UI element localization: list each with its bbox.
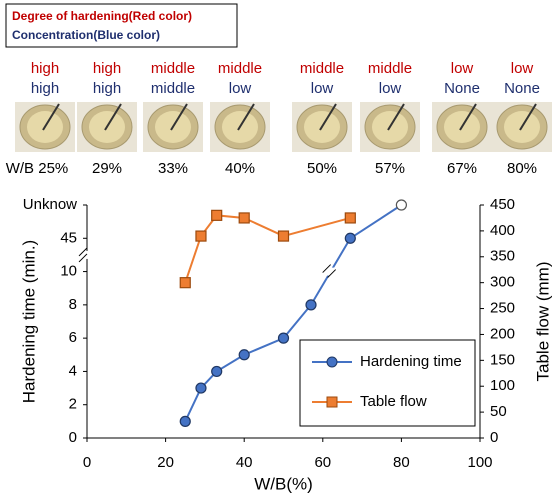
y2-tick-label: 250 bbox=[490, 300, 515, 317]
hardening-label: middle bbox=[151, 60, 195, 77]
concentration-label: None bbox=[504, 80, 540, 97]
y2-tick-label: 50 bbox=[490, 403, 507, 420]
point bbox=[239, 350, 249, 360]
point bbox=[212, 366, 222, 376]
concentration-label: low bbox=[229, 80, 252, 97]
point bbox=[345, 233, 355, 243]
concentration-label: None bbox=[444, 80, 480, 97]
hardening-label: middle bbox=[368, 60, 412, 77]
y-tick-label: 2 bbox=[69, 396, 77, 413]
y2-tick-label: 100 bbox=[490, 377, 515, 394]
wb-label: 57% bbox=[375, 160, 405, 177]
x-axis-label: W/B(%) bbox=[254, 474, 313, 493]
legend-line: Concentration(Blue color) bbox=[12, 28, 160, 42]
y2-axis-label: Table flow (mm) bbox=[533, 262, 552, 382]
point bbox=[396, 200, 406, 210]
point bbox=[180, 278, 190, 288]
y2-tick-label: 200 bbox=[490, 325, 515, 342]
hardening-label: high bbox=[31, 60, 59, 77]
legend-label: Hardening time bbox=[360, 353, 462, 370]
x-tick-label: 40 bbox=[236, 454, 253, 471]
y-axis-label: Hardening time (min.) bbox=[19, 240, 38, 403]
y-tick-label: 0 bbox=[69, 429, 77, 446]
wb-label: W/B 25% bbox=[6, 160, 69, 177]
wb-label: 40% bbox=[225, 160, 255, 177]
figure: Degree of hardening(Red color) Concentra… bbox=[0, 0, 558, 495]
concentration-label: low bbox=[311, 80, 334, 97]
wb-label: 50% bbox=[307, 160, 337, 177]
legend-label: Table flow bbox=[360, 393, 427, 410]
hardening-label: low bbox=[511, 60, 534, 77]
y2-tick-label: 350 bbox=[490, 248, 515, 265]
wb-label: 80% bbox=[507, 160, 537, 177]
point bbox=[196, 383, 206, 393]
legend-marker bbox=[327, 397, 337, 407]
hardening-label: high bbox=[93, 60, 121, 77]
concentration-label: high bbox=[93, 80, 121, 97]
point bbox=[196, 231, 206, 241]
point bbox=[212, 210, 222, 220]
concentration-label: middle bbox=[151, 80, 195, 97]
y2-tick-label: 450 bbox=[490, 196, 515, 213]
wb-label: 29% bbox=[92, 160, 122, 177]
x-tick-label: 0 bbox=[83, 454, 91, 471]
y2-tick-label: 300 bbox=[490, 274, 515, 291]
y-tick-label: 6 bbox=[69, 329, 77, 346]
chart: 0 20 40 60 80 100 0 2 4 6 8 10 45 Unknow 0 50 100 150 200 2… bbox=[19, 196, 552, 494]
hardening-label: low bbox=[451, 60, 474, 77]
legend-marker bbox=[327, 357, 337, 367]
x-tick-label: 80 bbox=[393, 454, 410, 471]
y2-tick-label: 400 bbox=[490, 222, 515, 239]
concentration-label: high bbox=[31, 80, 59, 97]
point bbox=[239, 213, 249, 223]
wb-label: 33% bbox=[158, 160, 188, 177]
page: Degree of hardening(Red color) Concentra… bbox=[0, 0, 558, 500]
y-tick-label: 10 bbox=[60, 263, 77, 280]
wb-label: 67% bbox=[447, 160, 477, 177]
point bbox=[279, 333, 289, 343]
photos: high high W/B 25% high high 29% middle middle 33… bbox=[6, 60, 552, 177]
y-tick-label: 4 bbox=[69, 362, 77, 379]
concentration-label: low bbox=[379, 80, 402, 97]
x-tick-label: 20 bbox=[157, 454, 174, 471]
y2-tick-label: 0 bbox=[490, 429, 498, 446]
hardening-label: middle bbox=[300, 60, 344, 77]
point bbox=[345, 213, 355, 223]
x-tick-label: 100 bbox=[467, 454, 492, 471]
x-tick-label: 60 bbox=[314, 454, 331, 471]
y-tick-label: 45 bbox=[60, 229, 77, 246]
y-tick-label: 8 bbox=[69, 296, 77, 313]
y-tick-label: Unknow bbox=[23, 196, 77, 213]
legend-line: Degree of hardening(Red color) bbox=[12, 9, 192, 23]
point bbox=[306, 300, 316, 310]
point bbox=[180, 416, 190, 426]
hardening-label: middle bbox=[218, 60, 262, 77]
point bbox=[279, 231, 289, 241]
y2-tick-label: 150 bbox=[490, 351, 515, 368]
